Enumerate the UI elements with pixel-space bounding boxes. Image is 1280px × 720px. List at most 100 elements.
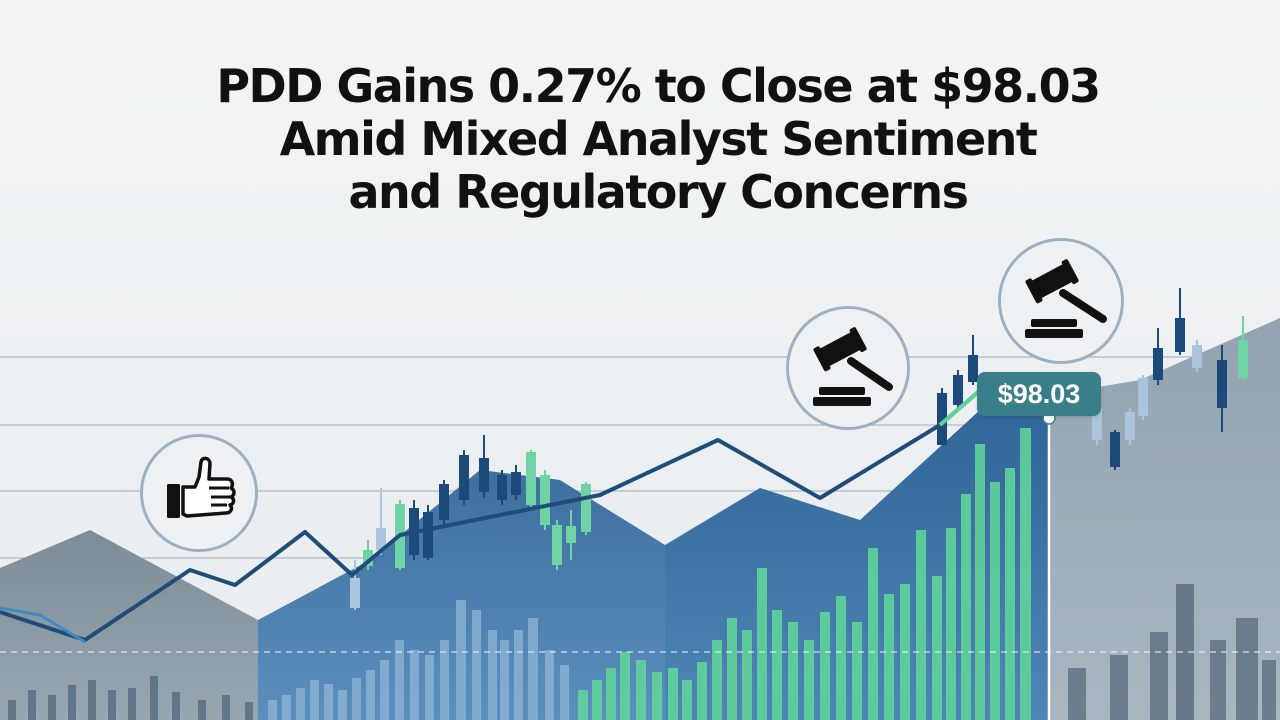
- candlestick: [1238, 316, 1248, 380]
- volume-bar: [456, 600, 466, 720]
- volume-bar: [268, 700, 277, 720]
- volume-bar: [682, 680, 692, 720]
- volume-bar: [620, 652, 630, 720]
- volume-bar: [652, 672, 662, 720]
- volume-bar: [1068, 668, 1086, 720]
- candlestick: [497, 470, 507, 505]
- candlestick: [1125, 408, 1135, 445]
- volume-bar: [868, 548, 878, 720]
- candlestick: [953, 370, 963, 410]
- volume-bar: [1176, 584, 1194, 720]
- gavel-icon: [1025, 259, 1107, 338]
- candlestick: [1175, 288, 1185, 355]
- volume-bar: [545, 650, 554, 720]
- volume-bar: [884, 594, 894, 720]
- volume-bar: [380, 660, 389, 720]
- volume-bar: [324, 684, 333, 720]
- volume-bar: [500, 640, 509, 720]
- volume-bar: [1236, 618, 1258, 720]
- volume-bar: [68, 685, 76, 720]
- volume-bar: [172, 692, 180, 720]
- candlestick: [552, 520, 562, 570]
- volume-bar: [128, 688, 136, 720]
- volume-bar: [990, 482, 1000, 720]
- candlestick: [459, 450, 469, 505]
- volume-bar: [560, 665, 569, 720]
- volume-bar: [668, 668, 678, 720]
- volume-bar: [697, 662, 707, 720]
- volume-bar: [788, 622, 798, 720]
- volume-bar: [410, 650, 419, 720]
- volume-bar: [108, 690, 116, 720]
- volume-bar: [1210, 640, 1226, 720]
- volume-bar: [772, 610, 782, 720]
- volume-bar: [440, 640, 449, 720]
- volume-bar: [296, 688, 305, 720]
- volume-bar: [1005, 468, 1015, 720]
- volume-bar: [592, 680, 602, 720]
- volume-bar: [88, 680, 96, 720]
- volume-bar: [1020, 428, 1031, 720]
- candlesticks: [350, 288, 1248, 610]
- volume-bar: [28, 690, 36, 720]
- volume-bar: [961, 494, 971, 720]
- headline-line-3: and Regulatory Concerns: [348, 165, 969, 219]
- volume-bar: [727, 618, 737, 720]
- volume-bar: [310, 680, 319, 720]
- candlestick: [581, 482, 591, 535]
- candlestick: [566, 510, 576, 560]
- headline-line-2: Amid Mixed Analyst Sentiment: [279, 112, 1038, 166]
- volume-bar: [636, 660, 646, 720]
- volume-bar: [366, 670, 375, 720]
- volume-bar: [528, 618, 538, 720]
- trend-line: [0, 378, 994, 642]
- candlestick: [1217, 345, 1227, 432]
- volume-bar: [198, 700, 206, 720]
- volume-bar: [975, 444, 985, 720]
- volume-bar: [804, 640, 814, 720]
- volume-bar: [1110, 655, 1128, 720]
- volume-bar: [338, 690, 347, 720]
- candlestick: [376, 488, 386, 555]
- headline-line-1: PDD Gains 0.27% to Close at $98.03: [216, 59, 1101, 113]
- candlestick: [1138, 375, 1148, 420]
- volume-bar: [932, 576, 942, 720]
- left-gray-area: [0, 530, 258, 720]
- volume-bar: [820, 612, 830, 720]
- candlestick: [526, 450, 536, 510]
- gavel-icon: [813, 327, 893, 406]
- volume-bar: [946, 528, 956, 720]
- volume-bar: [742, 630, 752, 720]
- candlestick: [968, 335, 978, 385]
- volume-bar: [1262, 660, 1276, 720]
- volume-bar: [852, 622, 862, 720]
- candlestick: [511, 465, 521, 500]
- volume-bar: [352, 678, 361, 720]
- volume-bar: [757, 568, 767, 720]
- left-blue-line: [0, 606, 86, 644]
- volume-bar: [48, 695, 56, 720]
- candlestick: [1153, 328, 1163, 385]
- candlestick: [479, 435, 489, 498]
- volume-bar: [578, 690, 588, 720]
- volume-bar: [836, 596, 846, 720]
- volume-bar: [488, 630, 497, 720]
- volume-bar: [514, 630, 523, 720]
- volume-bar: [8, 700, 16, 720]
- volume-bar: [606, 668, 616, 720]
- volume-bar: [1150, 632, 1168, 720]
- candlestick: [350, 560, 360, 610]
- volume-bar: [916, 530, 926, 720]
- volume-bar: [150, 676, 158, 720]
- volume-bar: [712, 640, 722, 720]
- thumbs-up-badge: [140, 434, 258, 552]
- volume-bar: [425, 655, 434, 720]
- volume-bar: [395, 640, 404, 720]
- volume-bar: [472, 610, 481, 720]
- candlestick: [1110, 430, 1120, 470]
- candlestick: [540, 470, 550, 530]
- candlestick: [1192, 340, 1202, 372]
- candlestick: [363, 540, 373, 570]
- middle-blue-area: [258, 470, 665, 720]
